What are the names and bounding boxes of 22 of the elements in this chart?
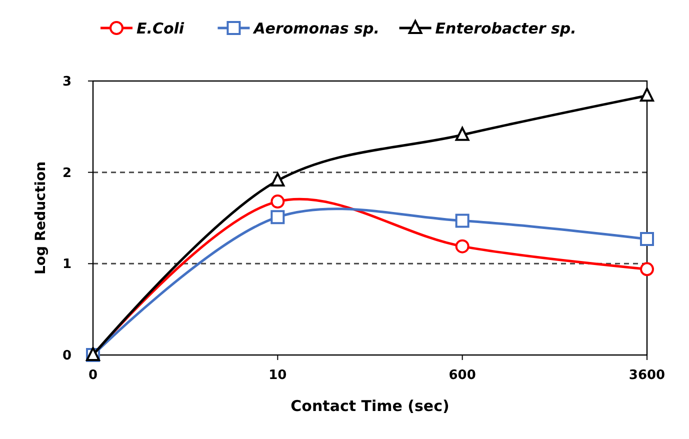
y-tick-label: 2 [62, 166, 72, 181]
point [455, 214, 470, 228]
x-tick-label: 600 [448, 368, 476, 383]
y-tick-label: 0 [62, 348, 72, 364]
x-axis-title: Contact Time (sec) [290, 397, 450, 415]
point [455, 239, 470, 254]
point [270, 194, 285, 209]
point [455, 126, 470, 141]
y-tick-label: 1 [62, 257, 72, 272]
point [270, 172, 285, 187]
point [270, 210, 285, 224]
x-tick-label: 10 [268, 368, 287, 383]
point [640, 88, 654, 102]
y-axis-title: Log Reduction [33, 161, 49, 275]
x-tick-label: 0 [88, 368, 98, 383]
legend-label: E.Coli [136, 19, 185, 38]
legend-label: Enterobacter sp. [435, 19, 576, 38]
legend-label: Aeromonas sp. [252, 19, 380, 38]
point [640, 232, 654, 246]
point [640, 262, 654, 276]
y-tick-label: 3 [62, 74, 72, 90]
x-tick-label: 3600 [628, 368, 666, 383]
